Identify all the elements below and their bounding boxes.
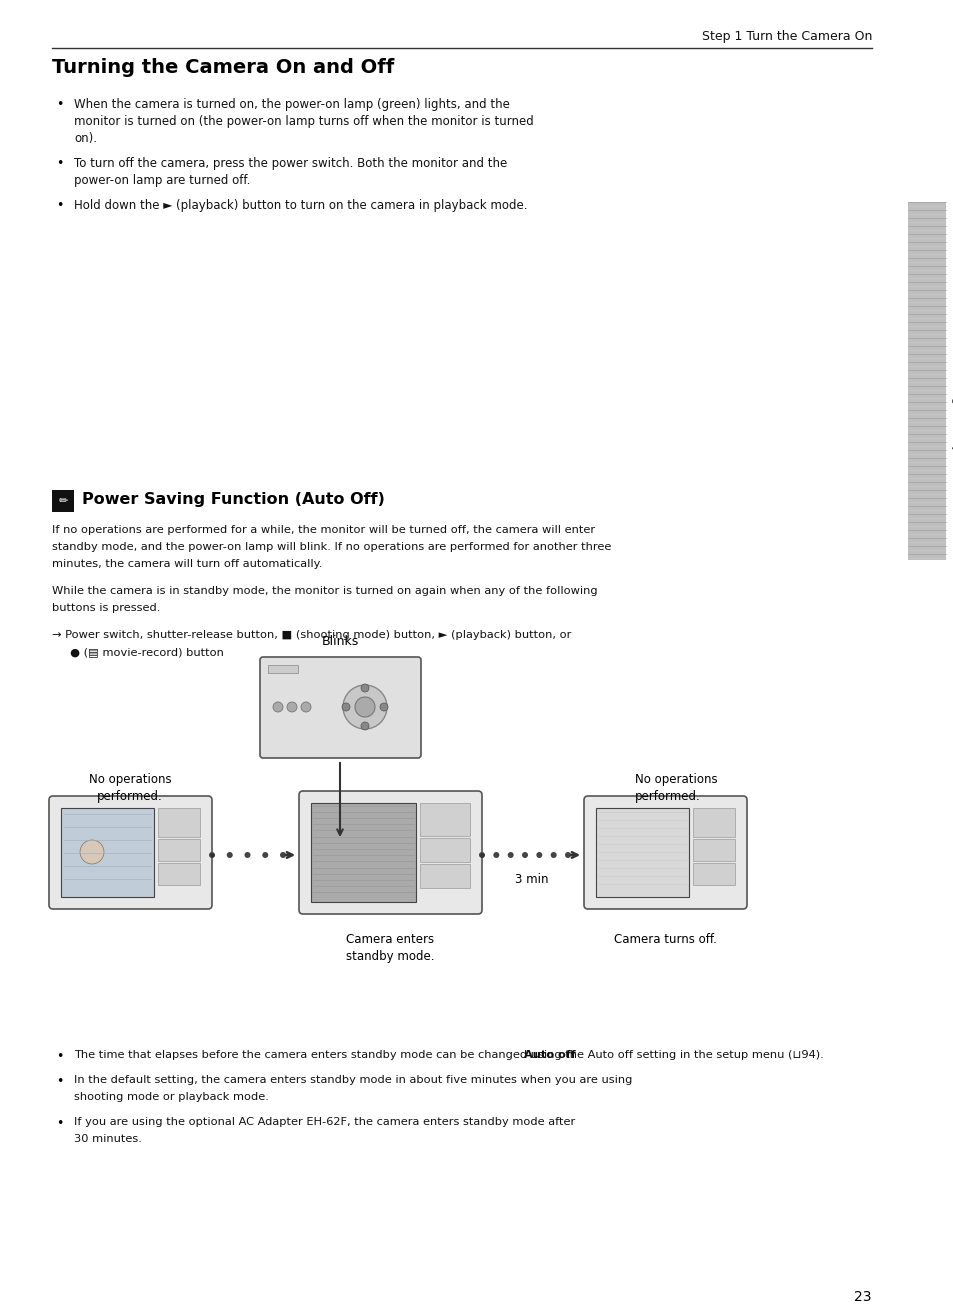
Text: power-on lamp are turned off.: power-on lamp are turned off.: [74, 173, 250, 187]
Bar: [268, 665, 297, 673]
Text: Step 1 Turn the Camera On: Step 1 Turn the Camera On: [700, 30, 871, 43]
Bar: [52, 490, 74, 512]
Bar: [311, 803, 416, 901]
Text: •: •: [56, 156, 63, 170]
Text: 23: 23: [854, 1290, 871, 1303]
Text: No operations: No operations: [635, 773, 717, 786]
Circle shape: [280, 851, 286, 858]
Circle shape: [521, 851, 527, 858]
Text: Blinks: Blinks: [321, 635, 358, 648]
Text: •: •: [56, 1050, 63, 1063]
Text: To turn off the camera, press the power switch. Both the monitor and the: To turn off the camera, press the power …: [74, 156, 507, 170]
Bar: [596, 808, 688, 897]
Circle shape: [564, 851, 571, 858]
Circle shape: [536, 851, 541, 858]
Circle shape: [341, 703, 350, 711]
Text: minutes, the camera will turn off automatically.: minutes, the camera will turn off automa…: [52, 558, 322, 569]
Bar: [692, 840, 734, 861]
Circle shape: [355, 696, 375, 717]
Text: performed.: performed.: [635, 790, 700, 803]
Text: on).: on).: [74, 131, 97, 145]
Circle shape: [244, 851, 251, 858]
Circle shape: [273, 702, 283, 712]
Circle shape: [80, 840, 104, 865]
Text: Power Saving Function (Auto Off): Power Saving Function (Auto Off): [82, 491, 384, 507]
Bar: [692, 808, 734, 837]
Bar: [907, 202, 945, 560]
Circle shape: [262, 851, 268, 858]
FancyBboxPatch shape: [583, 796, 746, 909]
Text: The Basics of Shooting and Playback: The Basics of Shooting and Playback: [950, 285, 953, 477]
Bar: [158, 863, 200, 886]
Circle shape: [209, 851, 214, 858]
Text: Auto off: Auto off: [524, 1050, 576, 1060]
Text: Camera enters: Camera enters: [346, 933, 434, 946]
Bar: [419, 838, 470, 862]
Text: •: •: [56, 1075, 63, 1088]
Bar: [692, 863, 734, 886]
Bar: [158, 840, 200, 861]
Text: Camera turns off.: Camera turns off.: [613, 933, 716, 946]
Circle shape: [379, 703, 388, 711]
Bar: [419, 865, 470, 888]
Text: 30 minutes.: 30 minutes.: [74, 1134, 142, 1144]
Text: In the default setting, the camera enters standby mode in about five minutes whe: In the default setting, the camera enter…: [74, 1075, 632, 1085]
Text: shooting mode or playback mode.: shooting mode or playback mode.: [74, 1092, 269, 1102]
Bar: [61, 808, 153, 897]
Text: No operations: No operations: [89, 773, 172, 786]
Circle shape: [478, 851, 484, 858]
Text: 3 min: 3 min: [515, 872, 548, 886]
Text: While the camera is in standby mode, the monitor is turned on again when any of : While the camera is in standby mode, the…: [52, 586, 597, 597]
Text: •: •: [56, 99, 63, 110]
Text: → Power switch, shutter-release button, ■ (shooting mode) button, ► (playback) b: → Power switch, shutter-release button, …: [52, 629, 571, 640]
Text: standby mode.: standby mode.: [345, 950, 434, 963]
Bar: [419, 803, 470, 836]
Text: Turning the Camera On and Off: Turning the Camera On and Off: [52, 58, 394, 78]
Text: If no operations are performed for a while, the monitor will be turned off, the : If no operations are performed for a whi…: [52, 526, 595, 535]
Circle shape: [287, 702, 296, 712]
FancyBboxPatch shape: [49, 796, 212, 909]
Text: •: •: [56, 198, 63, 212]
Circle shape: [360, 685, 369, 692]
Text: The time that elapses before the camera enters standby mode can be changed using: The time that elapses before the camera …: [74, 1050, 822, 1060]
Bar: [158, 808, 200, 837]
Circle shape: [227, 851, 233, 858]
Text: •: •: [56, 1117, 63, 1130]
FancyBboxPatch shape: [298, 791, 481, 915]
Text: If you are using the optional AC Adapter EH-62F, the camera enters standby mode : If you are using the optional AC Adapter…: [74, 1117, 575, 1127]
FancyBboxPatch shape: [260, 657, 420, 758]
Circle shape: [550, 851, 557, 858]
Text: ✏: ✏: [58, 495, 68, 506]
Text: ● (▤ movie-record) button: ● (▤ movie-record) button: [52, 646, 224, 657]
Text: Hold down the ► (playback) button to turn on the camera in playback mode.: Hold down the ► (playback) button to tur…: [74, 198, 527, 212]
Circle shape: [343, 685, 387, 729]
Circle shape: [507, 851, 513, 858]
Text: buttons is pressed.: buttons is pressed.: [52, 603, 160, 614]
Circle shape: [493, 851, 498, 858]
Text: monitor is turned on (the power-on lamp turns off when the monitor is turned: monitor is turned on (the power-on lamp …: [74, 116, 533, 127]
Text: standby mode, and the power-on lamp will blink. If no operations are performed f: standby mode, and the power-on lamp will…: [52, 541, 611, 552]
Circle shape: [360, 721, 369, 731]
Text: performed.: performed.: [97, 790, 163, 803]
Text: When the camera is turned on, the power-on lamp (green) lights, and the: When the camera is turned on, the power-…: [74, 99, 509, 110]
Circle shape: [301, 702, 311, 712]
